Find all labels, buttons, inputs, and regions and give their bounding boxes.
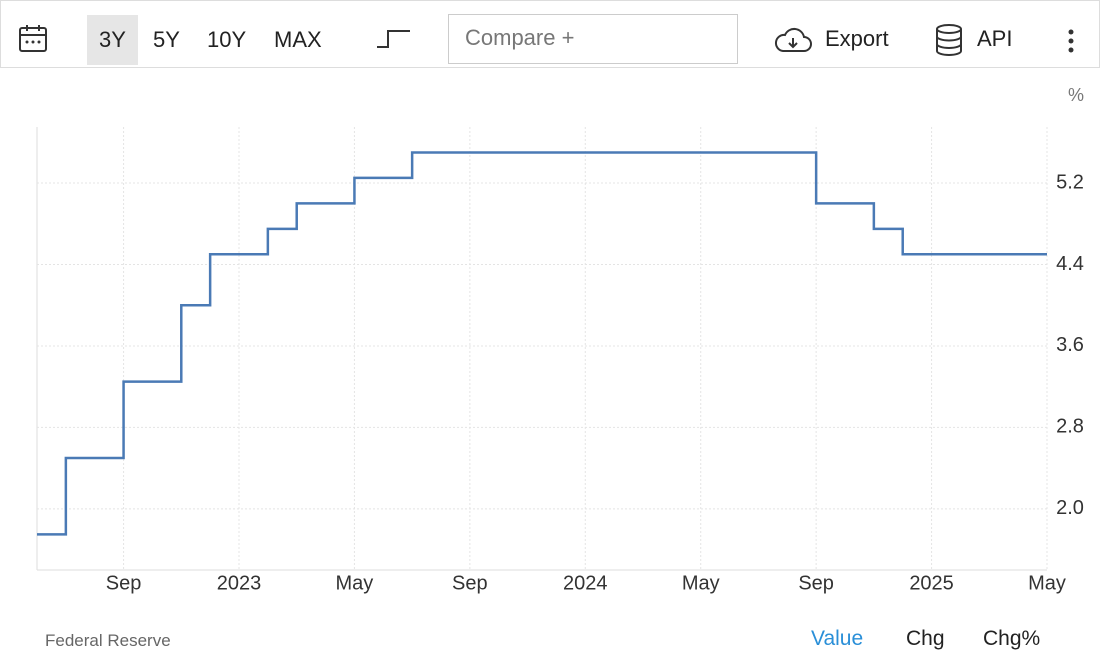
y-tick-label: 3.6 <box>1056 334 1084 356</box>
x-tick-label: May <box>1028 572 1066 594</box>
range-10y[interactable]: 10Y <box>207 27 247 52</box>
range-5y[interactable]: 5Y <box>153 27 180 52</box>
x-tick-label: May <box>336 572 374 594</box>
tab-chg-pct[interactable]: Chg% <box>983 627 1041 650</box>
x-tick-label: May <box>682 572 720 594</box>
export-button[interactable]: Export <box>825 26 889 51</box>
more-menu[interactable] <box>1065 29 1077 53</box>
y-tick-label: 2.8 <box>1056 416 1084 438</box>
data-line <box>37 151 1047 536</box>
y-tick-label: 2.0 <box>1056 497 1084 519</box>
y-unit: % <box>1068 85 1084 105</box>
calendar-icon[interactable] <box>19 25 47 53</box>
api-icon[interactable] <box>935 24 963 56</box>
tab-chg[interactable]: Chg <box>906 627 945 650</box>
x-tick-label: 2023 <box>217 572 262 594</box>
x-tick-label: 2024 <box>563 572 608 594</box>
y-tick-label: 5.2 <box>1056 171 1084 193</box>
source: Federal Reserve <box>45 631 171 650</box>
x-tick-label: 2025 <box>909 572 954 594</box>
range-3y[interactable]: 3Y <box>87 15 138 65</box>
tab-value[interactable]: Value <box>811 627 864 650</box>
toolbar: 3Y 5Y 10Y MAX Compare + Export API <box>0 0 1100 68</box>
x-tick-label: Sep <box>798 572 834 594</box>
compare-input[interactable]: Compare + <box>448 14 738 64</box>
api-button[interactable]: API <box>977 26 1013 51</box>
export-icon[interactable] <box>774 27 812 53</box>
x-tick-label: Sep <box>106 572 142 594</box>
range-max[interactable]: MAX <box>274 27 322 52</box>
y-tick-label: 4.4 <box>1056 253 1084 275</box>
x-tick-label: Sep <box>452 572 488 594</box>
step-icon[interactable] <box>376 29 412 49</box>
